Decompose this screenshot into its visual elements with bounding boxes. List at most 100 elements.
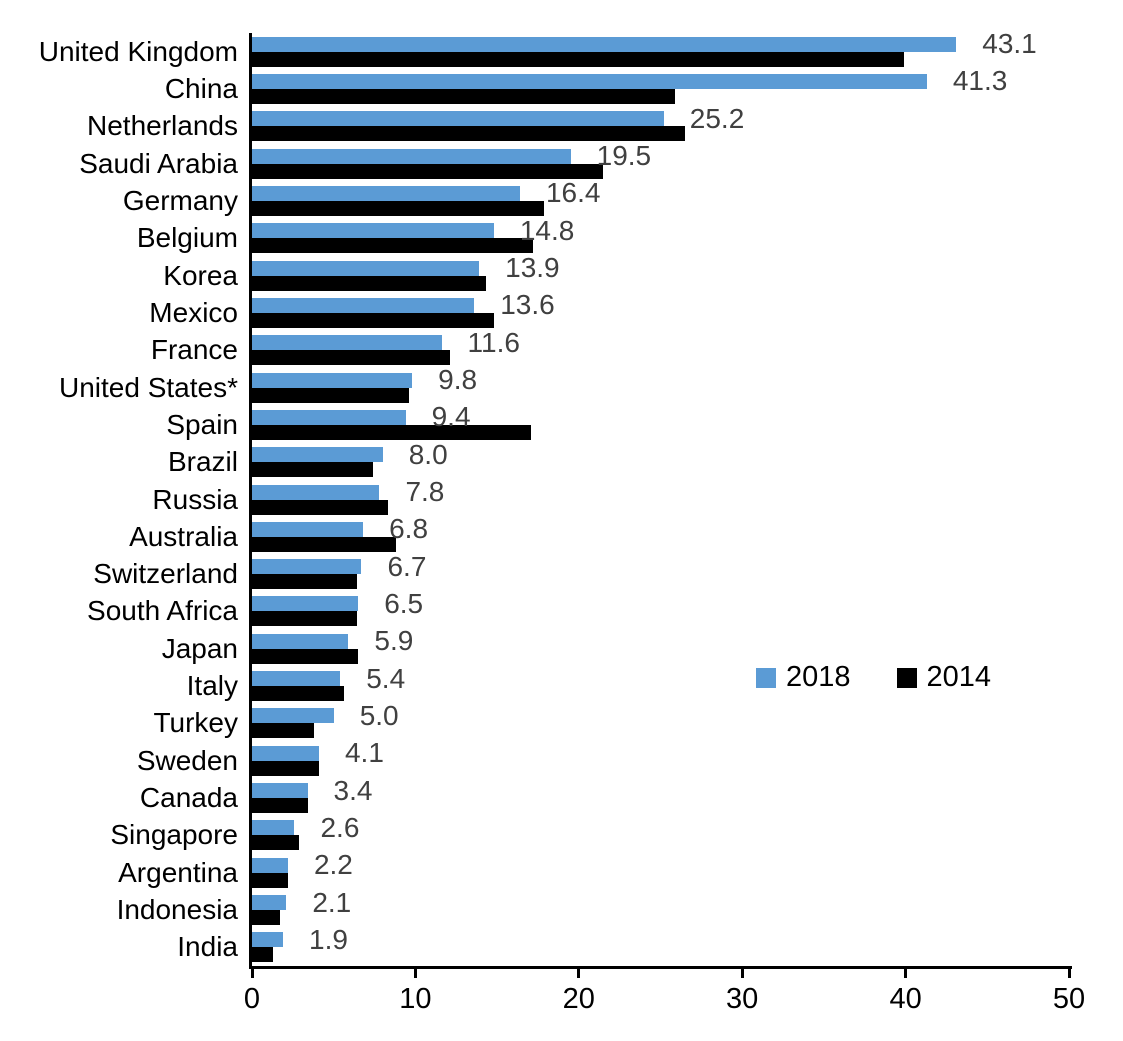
category-label: Switzerland [93, 558, 238, 590]
category-label: Mexico [149, 296, 238, 328]
chart-legend: 2018 2014 [756, 661, 991, 694]
category-label: Italy [186, 670, 238, 702]
x-axis-tick [250, 969, 254, 978]
bar-2018 [252, 484, 380, 500]
category-label: Turkey [153, 707, 238, 739]
bar-2014 [252, 536, 396, 552]
value-label: 9.8 [438, 364, 478, 396]
category-label: Argentina [118, 856, 238, 888]
bar-2018 [252, 671, 341, 687]
value-label: 25.2 [689, 102, 745, 134]
bar-2018 [252, 708, 334, 724]
category-label: France [150, 334, 238, 366]
value-label: 2.2 [313, 849, 353, 881]
category-label: Spain [166, 408, 238, 440]
bar-2018 [252, 783, 308, 799]
bar-2014 [252, 648, 359, 664]
value-label: 5.4 [366, 662, 406, 694]
category-label: Indonesia [116, 894, 238, 926]
bar-2014 [252, 574, 357, 590]
bar-2014 [252, 387, 409, 403]
bar-2018 [252, 633, 349, 649]
value-label: 7.8 [405, 476, 445, 507]
value-label: 8.0 [408, 438, 448, 470]
bar-2014 [252, 200, 545, 216]
bar-2014 [252, 611, 357, 627]
bar-2018 [252, 521, 364, 537]
bar-2014 [252, 947, 274, 963]
bar-2018 [252, 297, 475, 313]
category-label: Japan [161, 632, 238, 664]
category-label: China [164, 72, 238, 104]
bar-2018 [252, 335, 442, 351]
value-label: 14.8 [519, 214, 575, 246]
value-label: 3.4 [333, 774, 373, 806]
value-label: 5.9 [374, 625, 414, 657]
bar-2014 [252, 910, 280, 926]
x-axis-tick [577, 969, 581, 978]
value-label: 6.8 [389, 513, 429, 545]
category-label: Brazil [167, 446, 238, 478]
y-axis-line [249, 33, 252, 969]
category-label: India [177, 931, 238, 963]
x-axis-tick-label: 10 [399, 983, 432, 1015]
bar-2014 [252, 686, 344, 702]
category-label: United States* [59, 371, 238, 403]
legend-label-2018: 2018 [786, 661, 851, 693]
bar-2018 [252, 932, 284, 948]
bar-2014 [252, 424, 532, 440]
bar-2018 [252, 73, 927, 89]
bar-2014 [252, 163, 604, 179]
bar-2018 [252, 185, 520, 201]
category-label: Sweden [136, 744, 238, 776]
category-label: Singapore [110, 819, 238, 851]
bar-2014 [252, 126, 685, 142]
bar-2014 [252, 760, 319, 776]
bar-2018 [252, 260, 480, 276]
bar-2018 [252, 148, 571, 164]
bar-2018 [252, 36, 957, 52]
x-axis-tick [740, 969, 744, 978]
bar-2014 [252, 350, 450, 366]
category-label: Germany [122, 184, 238, 216]
value-label: 6.5 [384, 587, 424, 619]
bar-2014 [252, 51, 904, 67]
x-axis-tick [904, 969, 908, 978]
value-label: 13.6 [500, 289, 555, 321]
bar-2018 [252, 111, 664, 127]
bar-2018 [252, 223, 494, 239]
bar-2018 [252, 596, 359, 612]
category-label: Canada [139, 782, 238, 814]
bar-2018 [252, 820, 295, 836]
bar-2018 [252, 447, 383, 463]
bar-2018 [252, 559, 362, 575]
bar-2018 [252, 745, 319, 761]
value-label: 16.4 [545, 177, 601, 209]
bar-2018 [252, 372, 413, 388]
category-label: Korea [163, 259, 238, 291]
value-label: 13.9 [505, 252, 560, 284]
value-label: 1.9 [309, 923, 348, 955]
bar-2014 [252, 238, 534, 254]
bar-2018 [252, 895, 287, 911]
bar-2014 [252, 462, 373, 478]
x-axis-tick-label: 40 [889, 983, 922, 1015]
value-label: 6.7 [387, 550, 427, 582]
x-axis-line [249, 966, 1072, 969]
value-label: 9.4 [431, 401, 471, 433]
legend-label-2014: 2014 [926, 661, 992, 693]
category-label: Australia [129, 520, 238, 552]
bar-2014 [252, 798, 308, 814]
bar-2014 [252, 88, 676, 104]
legend-swatch-2018 [756, 667, 776, 688]
bar-2014 [252, 312, 494, 328]
x-axis-tick-label: 0 [243, 983, 261, 1015]
category-label: United Kingdom [38, 35, 238, 67]
value-label: 5.0 [359, 699, 399, 731]
category-label: Saudi Arabia [79, 147, 238, 179]
category-label: Russia [152, 483, 238, 515]
x-axis-tick-label: 30 [726, 983, 759, 1015]
bar-2014 [252, 499, 388, 515]
bar-2014 [252, 723, 315, 739]
